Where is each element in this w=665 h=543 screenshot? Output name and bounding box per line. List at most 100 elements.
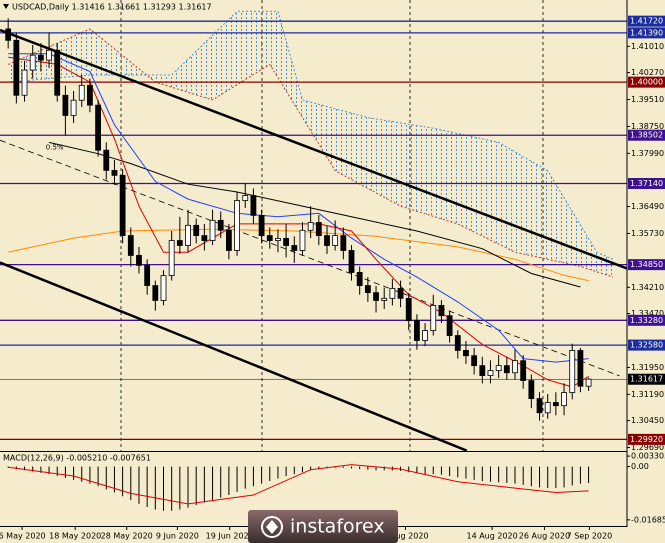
- y-tick-label: 1.37990: [631, 149, 664, 158]
- candle-body: [577, 350, 584, 387]
- y-tick-label: 1.38750: [631, 122, 664, 131]
- candle-body: [438, 305, 445, 317]
- candle-body: [528, 380, 535, 400]
- candle-body: [168, 240, 175, 277]
- candle-body: [512, 360, 518, 374]
- candle-body: [144, 264, 151, 286]
- candle-body: [250, 195, 257, 216]
- level-box: [628, 27, 665, 39]
- indicator-line: [48, 141, 581, 288]
- candle-body: [397, 287, 404, 299]
- level-box: [628, 314, 665, 326]
- candle-body: [13, 39, 20, 96]
- y-tick-label: 1.39510: [631, 95, 664, 104]
- x-tick-label: 18 May 2020: [49, 532, 101, 541]
- trendline: [0, 261, 468, 451]
- candle-body: [552, 402, 559, 407]
- level-label: 1.40000: [630, 78, 663, 87]
- level-label: 1.41390: [630, 28, 663, 37]
- x-tick-label: 26 Aug 2020: [519, 532, 570, 541]
- watermark-logo: [266, 520, 278, 534]
- candle-body: [569, 350, 576, 393]
- candle-body: [152, 285, 159, 301]
- candle-body: [373, 292, 379, 301]
- x-tick-label: 3 Aug 2020: [382, 532, 428, 541]
- x-tick-label: 6 May 2020: [0, 532, 46, 541]
- level-label: 1.41720: [630, 17, 663, 26]
- cloud-span: [8, 28, 614, 278]
- level-label: 1.31617: [630, 375, 663, 384]
- candle-body: [54, 49, 61, 96]
- candle-body: [127, 235, 134, 256]
- x-tick-label: 7 Sep 2020: [567, 532, 613, 541]
- x-tick-label: 14 Aug 2020: [466, 532, 517, 541]
- candle-body: [520, 360, 527, 381]
- level-box: [628, 76, 665, 88]
- candle-body: [495, 365, 502, 372]
- candle-body: [103, 149, 110, 171]
- level-label: 1.38502: [630, 131, 663, 140]
- y-tick-label: 1.40270: [631, 68, 664, 77]
- price-panel: 0.5%: [0, 0, 627, 451]
- trendline: [0, 139, 620, 377]
- candle-body: [258, 214, 265, 236]
- candle-body: [242, 195, 249, 201]
- candle-body: [70, 99, 77, 116]
- candle-body: [217, 219, 224, 231]
- candle-body: [422, 330, 428, 341]
- trendline: [0, 28, 627, 270]
- candle-body: [62, 94, 69, 116]
- candle-body: [225, 229, 232, 251]
- y-tick-label: 1.35730: [631, 229, 664, 238]
- candle-body: [503, 365, 510, 374]
- candle-body: [95, 104, 101, 151]
- candle-body: [46, 49, 52, 61]
- candle-body: [536, 398, 543, 414]
- candle-body: [332, 235, 339, 246]
- candle-body: [266, 235, 273, 241]
- level-box: [628, 373, 665, 385]
- y-tick-label: 1.29690: [631, 443, 664, 452]
- watermark-text: instaforex: [290, 516, 385, 538]
- candle-body: [201, 235, 208, 241]
- chart-title: USDCAD,Daily 1.31416 1.31661 1.31293 1.3…: [12, 3, 212, 12]
- level-box: [628, 177, 665, 189]
- x-tick-label: 9 Jun 2020: [156, 532, 199, 541]
- macd-title: MACD(12,26,9) -0.005210 -0.007651: [3, 454, 151, 463]
- y-tick-label: 1.34210: [631, 283, 664, 292]
- level-label: 1.29920: [630, 435, 663, 444]
- title-marker: [3, 4, 9, 9]
- y-tick-label: -0.016854: [631, 515, 665, 524]
- candle-body: [356, 272, 363, 286]
- candle-body: [561, 392, 567, 407]
- level-label: 1.32580: [630, 341, 663, 350]
- y-tick-label: 1.33470: [631, 309, 664, 318]
- candle-body: [160, 275, 167, 301]
- level-box: [628, 433, 665, 445]
- candle-body: [5, 28, 12, 41]
- level-label: 1.33280: [630, 316, 663, 325]
- candle-body: [324, 235, 330, 246]
- x-tick-label: 19 Jun 2020: [206, 532, 254, 541]
- candle-body: [348, 250, 355, 273]
- y-tick-label: 1.30450: [631, 416, 664, 425]
- cloud-span: [8, 10, 614, 260]
- candle-body: [544, 402, 551, 414]
- candle-body: [430, 305, 437, 331]
- y-tick-label: 1.41010: [631, 42, 664, 51]
- candle-body: [471, 355, 478, 367]
- indicator-line: [8, 53, 589, 363]
- candle-body: [340, 235, 347, 251]
- watermark: instaforex: [248, 510, 398, 543]
- candle-body: [21, 69, 28, 96]
- candle-body: [136, 255, 142, 266]
- candle-body: [234, 200, 240, 251]
- signal-line: [8, 464, 589, 505]
- y-tick-label: 1.36490: [631, 202, 664, 211]
- candle-body: [364, 285, 371, 294]
- candle-body: [111, 169, 118, 176]
- candle-body: [87, 84, 93, 106]
- candle-body: [299, 229, 306, 251]
